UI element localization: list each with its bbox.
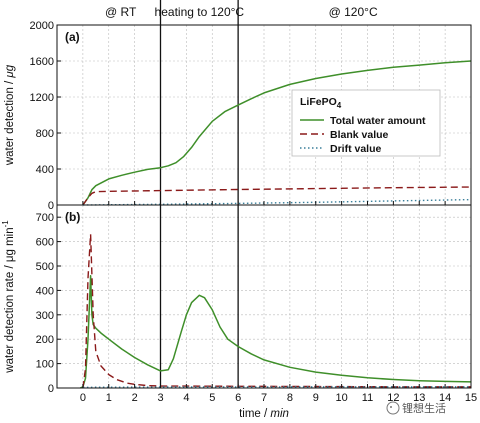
x-tick-label: 4 <box>183 392 189 404</box>
legend-title: LiFePO4 <box>300 96 342 110</box>
x-axis-label: time / min <box>239 408 289 420</box>
y-tick-label: 2000 <box>30 20 54 32</box>
panel-b-series <box>79 233 472 389</box>
watermark: 锂想生活 <box>386 401 446 415</box>
x-tick-label: 6 <box>235 392 241 404</box>
y-tick-label: 1200 <box>30 92 54 104</box>
x-axis-separator: / <box>261 408 271 420</box>
panel-b-y-axis-title: water detection rate <box>4 272 16 374</box>
x-tick-label: 11 <box>362 392 373 404</box>
y-tick-label: 100 <box>36 359 54 371</box>
x-tick-label: 2 <box>132 392 138 404</box>
x-tick-label: 15 <box>465 392 477 404</box>
y-tick-label: 800 <box>36 128 54 140</box>
wechat-icon-dot <box>390 406 392 408</box>
x-tick-label: 10 <box>336 392 348 404</box>
legend-entry: Total water amount <box>330 115 426 127</box>
panel-b-heating-markers <box>159 205 239 388</box>
panel-b-label: (b) <box>65 210 80 224</box>
annotation-hold-temperature: @ 120°C <box>329 5 378 19</box>
y-tick-label: 600 <box>36 237 54 249</box>
legend-title-main: LiFePO <box>300 96 337 108</box>
series-line-blank-value <box>82 186 472 206</box>
legend: LiFePO4 Total water amount Blank value Dri… <box>291 89 441 157</box>
x-tick-label: 12 <box>387 392 399 404</box>
x-tick-label: 9 <box>313 392 319 404</box>
x-tick-label: 14 <box>439 392 451 404</box>
panel-a-y-axis-label: water detection / μg <box>4 64 16 166</box>
panel-a-plot: 0 400 800 1200 1600 2000 (a) water detection … <box>4 0 472 212</box>
annotation-room-temperature: @ RT <box>105 5 137 19</box>
panel-b-frame <box>56 204 472 389</box>
watermark-text: 锂想生活 <box>402 401 446 415</box>
x-tick-label: 8 <box>287 392 293 404</box>
y-tick-label: 400 <box>36 285 54 297</box>
y-tick-label: 700 <box>36 212 54 224</box>
panel-a-ticks: 0 400 800 1200 1600 2000 <box>30 20 472 212</box>
x-axis-title: time <box>239 408 261 420</box>
panel-b-grid <box>57 205 472 389</box>
panel-b-y-axis-unit: μg min <box>4 227 16 262</box>
y-tick-label: 400 <box>36 164 54 176</box>
series-line-drift-value <box>82 198 472 206</box>
x-tick-label: 0 <box>80 392 86 404</box>
series-line-total-water-amount <box>79 275 472 389</box>
x-tick-label: 5 <box>209 392 215 404</box>
x-tick-label: 1 <box>106 392 112 404</box>
y-tick-label: 0 <box>48 383 54 395</box>
y-tick-label: 1600 <box>30 56 54 68</box>
panel-a-series <box>82 60 472 206</box>
legend-entry: Drift value <box>330 143 382 155</box>
y-tick-label: 200 <box>36 334 54 346</box>
panel-a-heating-markers <box>159 0 239 205</box>
legend-title-subscript: 4 <box>337 101 342 110</box>
legend-box <box>291 89 441 157</box>
panel-b-y-axis-separator: / <box>4 262 16 272</box>
series-line-total-water-amount <box>82 60 472 206</box>
x-axis-unit: min <box>270 408 289 420</box>
legend-items: Total water amount Blank value Drift value <box>300 115 426 155</box>
panel-b-y-axis-exponent: -1 <box>1 220 10 228</box>
y-tick-label: 0 <box>48 200 54 212</box>
y-tick-label: 500 <box>36 261 54 273</box>
x-tick-label: 7 <box>261 392 267 404</box>
series-line-blank-value <box>82 233 471 389</box>
series-line-drift-value <box>82 386 471 388</box>
panel-a-y-axis-title: water detection <box>4 87 16 166</box>
panel-a-label: (a) <box>65 30 80 44</box>
y-tick-label: 300 <box>36 310 54 322</box>
legend-entry: Blank value <box>330 129 389 141</box>
panel-a-y-axis-separator: / <box>4 78 16 88</box>
x-tick-label: 13 <box>413 392 425 404</box>
panel-a-y-axis-unit: μg <box>4 64 16 78</box>
wechat-icon <box>386 401 400 415</box>
annotation-heating: heating to 120°C <box>155 5 245 19</box>
panel-b-y-axis-label: water detection rate / μg min-1 <box>1 220 16 374</box>
x-tick-label: 3 <box>157 392 163 404</box>
